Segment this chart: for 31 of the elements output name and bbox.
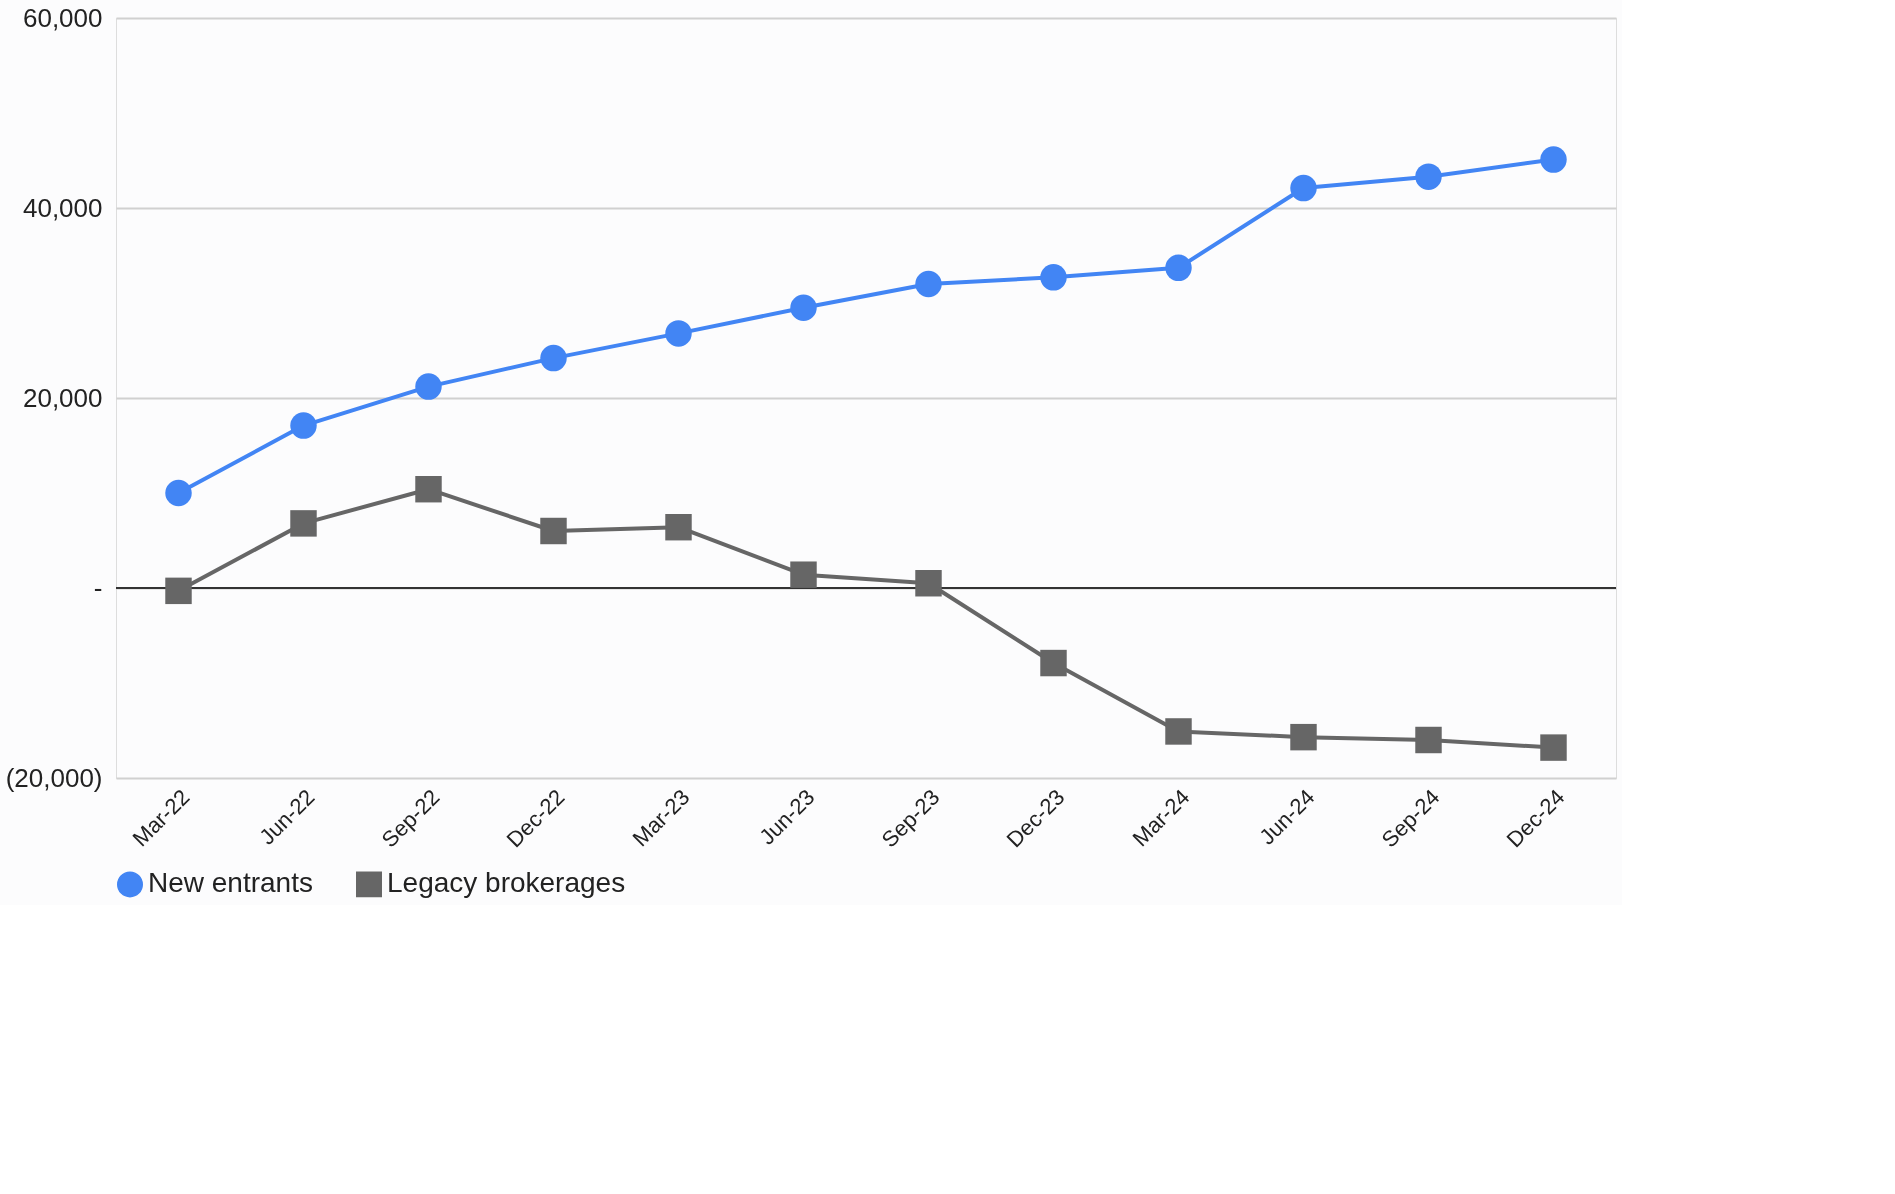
point xyxy=(1540,146,1567,173)
point xyxy=(540,517,567,545)
point xyxy=(1040,264,1067,291)
point xyxy=(415,475,442,503)
point xyxy=(290,412,317,439)
point xyxy=(1290,723,1317,751)
y-tick-label: 20,000 xyxy=(22,382,103,413)
point xyxy=(290,510,317,537)
point xyxy=(165,577,192,605)
point xyxy=(415,373,442,400)
point xyxy=(1415,163,1442,190)
point xyxy=(1415,726,1442,754)
point xyxy=(790,294,817,321)
point xyxy=(1290,174,1317,202)
point xyxy=(540,344,567,372)
point xyxy=(1165,254,1192,282)
point xyxy=(165,479,192,507)
legend-label: New entrants xyxy=(148,867,313,899)
point xyxy=(665,513,692,541)
y-tick-label: 40,000 xyxy=(22,192,103,223)
point xyxy=(1540,734,1567,761)
legend-label: Legacy brokerages xyxy=(387,867,626,899)
y-tick-label: (20,000) xyxy=(5,762,103,793)
point xyxy=(1165,718,1192,745)
point xyxy=(665,320,692,347)
point xyxy=(790,561,817,588)
y-tick-label: 60,000 xyxy=(22,2,103,33)
point xyxy=(915,570,942,597)
point xyxy=(1040,649,1067,677)
y-tick-label: - xyxy=(93,572,103,603)
point xyxy=(915,270,942,298)
